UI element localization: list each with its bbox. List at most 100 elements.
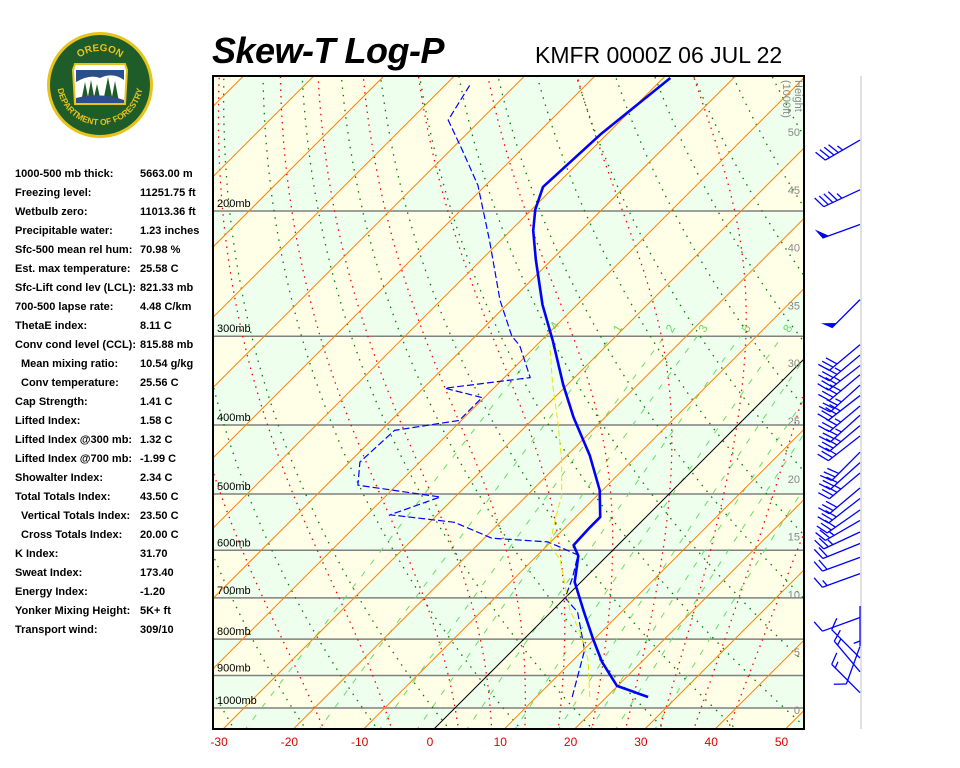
wind-barb-full <box>825 447 837 456</box>
background-band <box>213 76 384 211</box>
wind-barb-half <box>853 640 861 645</box>
background-band <box>0 211 108 336</box>
stat-label: Sfc-500 mean rel hum: <box>15 244 133 256</box>
isotherm-line <box>213 76 596 459</box>
height-tick-label: 30 <box>788 358 800 370</box>
wind-barb-full <box>825 509 837 518</box>
oregon-forestry-logo: OREGON DEPARTMENT OF FORESTRY <box>45 30 155 145</box>
wind-barb-full <box>821 421 834 430</box>
background-band <box>504 708 596 729</box>
isotherm-line <box>213 76 666 529</box>
background-band <box>0 211 179 336</box>
stat-value: 821.33 mb <box>140 282 194 294</box>
wind-barb <box>818 414 861 443</box>
stat-value: 2.34 C <box>140 472 173 484</box>
stat-value: 8.11 C <box>140 320 172 332</box>
background-band <box>0 425 35 494</box>
wind-barbs <box>813 139 861 694</box>
isotherm-line <box>785 709 804 729</box>
background-band <box>880 425 960 494</box>
background-band <box>0 639 32 675</box>
dry-adiabat-line <box>953 53 960 732</box>
dry-adiabat-line <box>876 53 960 732</box>
background-band <box>595 675 699 708</box>
mixing-ratio-line <box>245 335 548 729</box>
stat-value: 309/10 <box>140 624 174 636</box>
wind-barb <box>818 472 861 500</box>
background-band <box>574 708 666 729</box>
background-band <box>453 597 566 640</box>
background-band <box>0 550 50 598</box>
isotherm-line <box>644 569 804 729</box>
wind-barb-staff <box>829 462 861 490</box>
wind-barb <box>813 572 861 588</box>
wind-barb <box>833 646 861 685</box>
stat-value: 173.40 <box>140 567 174 579</box>
wind-barb-staff <box>828 487 861 515</box>
temperature-tick-label: 10 <box>494 735 508 749</box>
wind-barb <box>818 344 861 371</box>
isotherm-line <box>856 76 960 729</box>
isotherm-line <box>363 287 804 729</box>
height-tick-label: 40 <box>788 243 800 255</box>
isotherm-line <box>213 76 525 389</box>
background-band <box>839 639 946 675</box>
background-band <box>354 550 473 598</box>
dry-adiabat-line <box>653 76 804 343</box>
background-band <box>0 76 173 211</box>
plot-border <box>212 75 805 730</box>
wind-barb-staff <box>828 425 861 452</box>
pressure-label: 900mb <box>217 662 251 674</box>
wind-barb-half <box>835 428 842 433</box>
pressure-label: 200mb <box>217 198 251 210</box>
logo-top-text: OREGON <box>75 43 125 60</box>
background-band <box>213 550 332 598</box>
wind-barb-full <box>821 513 833 521</box>
wind-barb-staff <box>828 405 861 433</box>
wind-barb-full <box>820 522 832 531</box>
stat-label: Wetbulb zero: <box>15 206 88 218</box>
stat-label: Lifted Index @300 mb: <box>15 434 133 446</box>
axis-labels: 200mb 300mb 400mb 500mb 600mb 700mb 800mb 900mb… <box>210 127 800 749</box>
stat-label: Freezing level: <box>15 187 92 199</box>
wind-barb <box>817 395 861 421</box>
background-band <box>424 550 543 598</box>
background-band <box>950 425 960 494</box>
wind-barb-full <box>814 539 825 550</box>
background-band <box>669 425 804 494</box>
background-band <box>317 425 457 494</box>
wind-barb-full <box>821 390 834 398</box>
wind-barb <box>814 223 861 239</box>
background-band <box>877 676 960 709</box>
wind-barb-full <box>831 617 838 630</box>
wind-barb-half <box>836 638 842 646</box>
stat-label: Lifted Index @700 mb: <box>15 453 133 465</box>
wind-barb-full <box>818 374 830 382</box>
stat-label: K Index: <box>15 548 59 560</box>
background-band <box>565 550 683 598</box>
background-band <box>807 676 910 709</box>
background-band <box>0 676 66 709</box>
stat-label: Vertical Totals Index: <box>21 510 131 522</box>
stat-value: 31.70 <box>140 548 168 560</box>
background-band <box>0 336 54 425</box>
wind-barb-staff <box>828 497 861 524</box>
wind-barb-full <box>831 652 838 665</box>
temperature-tick-label: 40 <box>705 735 719 749</box>
stat-label: Cap Strength: <box>15 396 88 408</box>
mixing-ratio-line <box>514 335 783 729</box>
wind-barb-full <box>816 525 828 534</box>
wind-barb-full <box>818 559 828 570</box>
wind-barb-full <box>825 500 838 508</box>
height-tick-label: 5 <box>794 647 800 659</box>
wind-barb-staff <box>831 629 861 659</box>
background-band <box>3 550 121 598</box>
stat-label: Sfc-Lift cond lev (LCL): <box>15 282 136 294</box>
wind-barb <box>831 617 861 659</box>
wind-barb-full <box>822 479 835 487</box>
background-band <box>50 494 177 550</box>
stat-value: 23.50 C <box>140 510 179 522</box>
height-axis-label: Height (1000ft) <box>780 80 804 118</box>
mixing-ratio-line <box>466 335 741 729</box>
